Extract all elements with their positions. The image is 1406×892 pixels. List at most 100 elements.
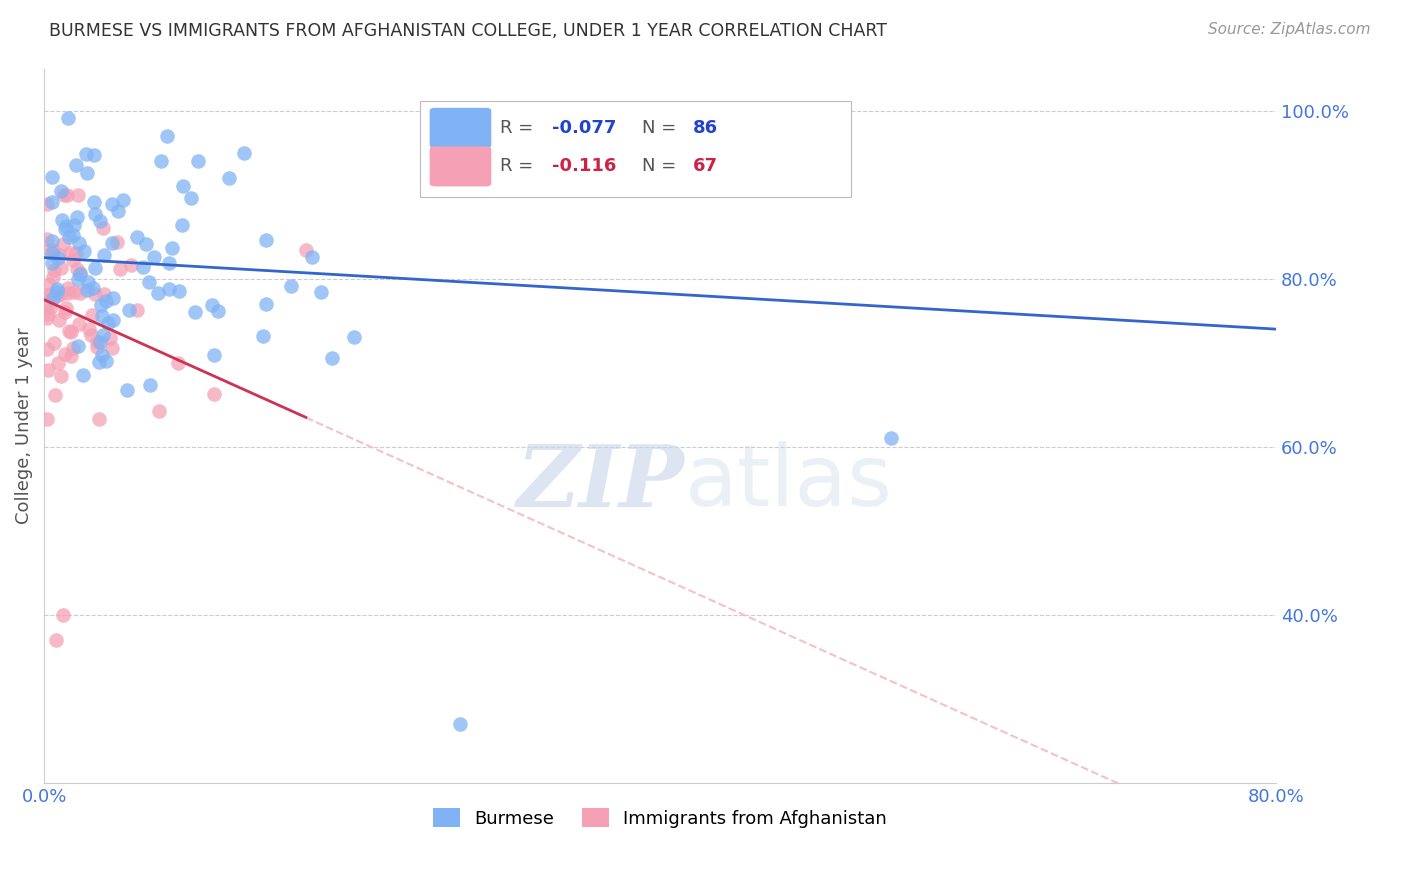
Point [48, 313, 70, 327]
Point [42, 270, 65, 285]
Point [77, 322, 100, 336]
Point [65, 246, 87, 260]
Point [46, 285, 69, 299]
Point [157, 256, 180, 270]
Point [41, 234, 63, 248]
Point [62, 341, 84, 355]
FancyBboxPatch shape [420, 101, 851, 197]
Point [132, 260, 155, 275]
Text: Source: ZipAtlas.com: Source: ZipAtlas.com [1208, 22, 1371, 37]
Point [66, 261, 89, 276]
Point [120, 258, 142, 272]
Point [67, 271, 90, 285]
Point [49, 260, 72, 275]
Point [80, 328, 103, 343]
Point [45, 633, 67, 648]
Point [101, 313, 124, 327]
Point [138, 275, 160, 289]
Point [37, 298, 59, 312]
Point [107, 204, 129, 219]
Point [46, 356, 69, 370]
Point [53, 222, 76, 236]
Point [82, 281, 104, 295]
Point [83, 148, 105, 162]
Point [55, 219, 77, 233]
Point [98, 331, 121, 345]
Point [52, 607, 75, 622]
Point [58, 111, 80, 125]
Point [41, 256, 63, 270]
Point [148, 404, 170, 418]
Point [39, 286, 62, 301]
Point [41, 243, 63, 257]
Point [101, 342, 124, 356]
Point [143, 250, 166, 264]
Point [233, 145, 256, 160]
Point [42, 291, 65, 305]
Point [63, 219, 86, 233]
Point [101, 235, 124, 250]
FancyBboxPatch shape [430, 146, 491, 186]
Point [118, 302, 141, 317]
Point [254, 297, 277, 311]
Point [49, 368, 72, 383]
Point [44, 388, 66, 402]
Point [83, 195, 105, 210]
Point [91, 328, 114, 343]
Point [76, 165, 98, 179]
Point [91, 221, 114, 235]
Point [125, 303, 148, 318]
Point [67, 187, 90, 202]
Point [80, 309, 103, 323]
Point [87, 355, 110, 369]
Point [201, 298, 224, 312]
Point [72, 368, 94, 383]
Point [91, 348, 114, 362]
Point [93, 286, 115, 301]
Point [53, 347, 76, 361]
Point [90, 298, 112, 312]
Point [125, 230, 148, 244]
Point [58, 324, 80, 338]
Point [59, 246, 82, 260]
Point [108, 262, 131, 277]
Point [62, 285, 84, 299]
Point [101, 291, 124, 305]
Point [93, 247, 115, 261]
Point [96, 293, 118, 308]
Point [150, 153, 173, 168]
Point [280, 279, 302, 293]
Point [41, 169, 63, 184]
Point [69, 267, 91, 281]
Point [83, 286, 105, 301]
Point [44, 336, 66, 351]
Text: N =: N = [641, 157, 682, 176]
Point [60, 349, 83, 363]
Point [254, 234, 277, 248]
Text: N =: N = [641, 119, 682, 136]
Point [46, 289, 69, 303]
Point [65, 158, 87, 172]
Point [58, 230, 80, 244]
Point [60, 325, 83, 339]
Point [48, 248, 70, 262]
Point [44, 262, 66, 277]
Point [309, 285, 332, 300]
Text: BURMESE VS IMMIGRANTS FROM AFGHANISTAN COLLEGE, UNDER 1 YEAR CORRELATION CHART: BURMESE VS IMMIGRANTS FROM AFGHANISTAN C… [49, 22, 887, 40]
Point [37, 306, 59, 320]
Point [321, 351, 343, 365]
Text: -0.116: -0.116 [551, 157, 616, 176]
Point [62, 252, 84, 267]
Point [38, 277, 60, 291]
Point [67, 235, 90, 250]
Point [187, 153, 209, 168]
Point [75, 147, 97, 161]
Point [37, 342, 59, 356]
Point [252, 328, 274, 343]
Point [180, 191, 202, 205]
Point [53, 187, 76, 202]
Point [69, 285, 91, 300]
Point [86, 335, 108, 350]
Point [97, 316, 120, 330]
Point [880, 431, 903, 445]
